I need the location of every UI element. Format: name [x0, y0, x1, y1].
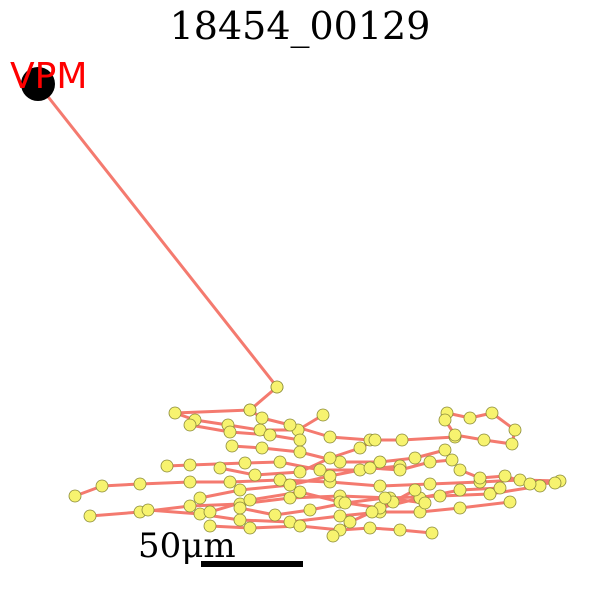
axon-node-69: [363, 521, 377, 535]
axon-node-106: [368, 433, 382, 447]
axon-node-28: [183, 458, 197, 472]
axon-node-70: [393, 523, 407, 537]
axon-node-25: [408, 451, 422, 465]
axon-node-46: [83, 509, 97, 523]
axon-node-114: [473, 471, 487, 485]
axon-node-107: [233, 501, 247, 515]
axon-node-102: [248, 468, 262, 482]
axon-node-8: [316, 408, 330, 422]
axon-node-20: [225, 439, 239, 453]
axon-node-91: [508, 423, 522, 437]
axon-node-53: [433, 489, 447, 503]
axon-nodes: [68, 380, 567, 543]
axon-node-77: [393, 463, 407, 477]
axon-node-89: [463, 411, 477, 425]
axon-node-3: [168, 406, 182, 420]
axon-node-98: [365, 505, 379, 519]
axon-node-81: [243, 493, 257, 507]
axon-node-56: [141, 503, 155, 517]
axon-node-86: [453, 483, 467, 497]
axon-node-9: [243, 403, 257, 417]
axon-node-115: [498, 469, 512, 483]
axon-node-65: [203, 519, 217, 533]
axon-node-82: [293, 485, 307, 499]
axon-node-87: [493, 481, 507, 495]
axon-node-30: [273, 455, 287, 469]
axon-node-26: [438, 443, 452, 457]
axon-node-27: [160, 459, 174, 473]
axon-node-14: [395, 433, 409, 447]
scale-bar-label: 50μm: [138, 526, 236, 566]
axon-node-112: [418, 496, 432, 510]
axon-node-67: [293, 519, 307, 533]
axon-node-11: [283, 418, 297, 432]
axon-node-22: [293, 445, 307, 459]
axon-node-19: [293, 433, 307, 447]
axon-node-79: [445, 453, 459, 467]
axon-node-92: [505, 437, 519, 451]
axon-node-94: [448, 428, 462, 442]
axon-branch-11: [209, 486, 501, 514]
axon-node-95: [438, 413, 452, 427]
axon-node-66: [243, 521, 257, 535]
soma-marker: [21, 67, 55, 101]
axon-node-97: [343, 515, 357, 529]
axon-node-78: [423, 455, 437, 469]
axon-node-1: [270, 380, 284, 394]
axon-node-38: [223, 475, 237, 489]
axon-node-100: [408, 483, 422, 497]
axon-node-64: [503, 495, 517, 509]
axon-node-90: [485, 406, 499, 420]
axon-node-109: [303, 503, 317, 517]
axon-node-54: [483, 487, 497, 501]
axon-node-39: [273, 473, 287, 487]
axon-branch-3: [189, 423, 301, 442]
axon-node-111: [378, 491, 392, 505]
axon-node-31: [313, 463, 327, 477]
axon-node-110: [338, 496, 352, 510]
axon-node-73: [233, 483, 247, 497]
axon-node-72: [193, 491, 207, 505]
axon-node-41: [373, 479, 387, 493]
axon-node-24: [373, 455, 387, 469]
axon-node-63: [453, 501, 467, 515]
axon-node-116: [523, 477, 537, 491]
axon-node-96: [326, 529, 340, 543]
figure-title: 18454_00129: [169, 4, 431, 48]
axon-node-21: [255, 441, 269, 455]
axon-node-34: [68, 489, 82, 503]
axon-node-37: [183, 475, 197, 489]
axon-node-18: [263, 428, 277, 442]
axon-node-42: [423, 477, 437, 491]
axon-node-101: [213, 461, 227, 475]
axon-node-113: [453, 463, 467, 477]
axon-branch-0: [36, 83, 279, 388]
axon-node-48: [183, 499, 197, 513]
soma-label: VPM: [10, 56, 88, 97]
axon-node-35: [95, 479, 109, 493]
axon-node-105: [353, 441, 367, 455]
axon-node-16: [183, 418, 197, 432]
axon-node-50: [283, 491, 297, 505]
axon-node-117: [548, 476, 562, 490]
axon-node-71: [425, 526, 439, 540]
axon-node-93: [477, 433, 491, 447]
axon-node-36: [133, 477, 147, 491]
axon-node-104: [323, 451, 337, 465]
axon-node-76: [363, 461, 377, 475]
axon-node-103: [293, 465, 307, 479]
axon-node-75: [323, 469, 337, 483]
axon-node-10: [255, 411, 269, 425]
axon-node-80: [203, 505, 217, 519]
axon-node-29: [238, 456, 252, 470]
axon-node-108: [268, 508, 282, 522]
axon-node-12: [323, 430, 337, 444]
axon-node-74: [283, 478, 297, 492]
axon-node-58: [233, 513, 247, 527]
axon-node-60: [333, 509, 347, 523]
axon-node-17: [223, 425, 237, 439]
